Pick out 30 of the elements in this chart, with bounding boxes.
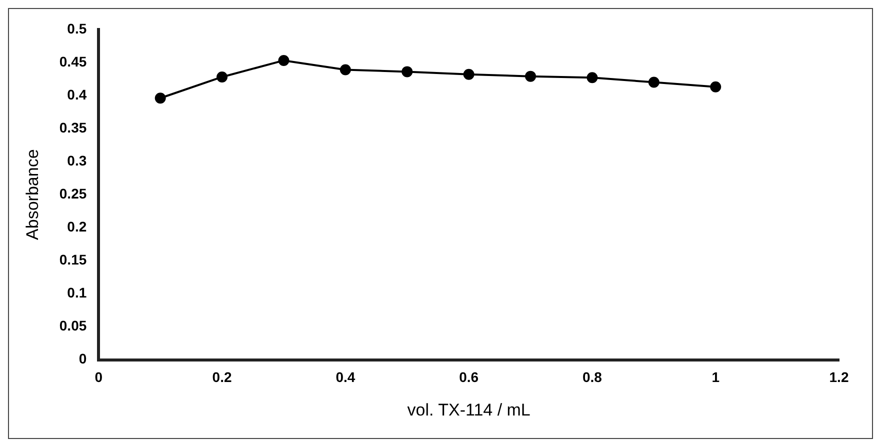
y-tick-label: 0.15 — [59, 252, 87, 268]
point — [463, 68, 474, 80]
x-tick-label: 0.6 — [459, 369, 479, 386]
point — [154, 92, 166, 104]
point — [586, 72, 598, 84]
y-tick-label: 0.2 — [67, 218, 87, 234]
x-tick-label: 0 — [94, 369, 103, 386]
x-tick-label: 1.2 — [829, 369, 849, 386]
point — [216, 71, 228, 82]
point — [340, 64, 351, 76]
x-tick-label: 0.2 — [212, 369, 232, 386]
y-tick-label: 0.3 — [67, 152, 87, 168]
y-axis-title: Absorbance — [22, 149, 42, 240]
y-tick-label: 0.45 — [59, 53, 87, 70]
y-tick-label: 0.5 — [67, 20, 87, 36]
y-tick-label: 0.1 — [67, 284, 87, 301]
x-tick-label: 0.4 — [336, 369, 356, 386]
point — [402, 66, 413, 78]
point — [278, 54, 290, 66]
y-tick-label: 0 — [78, 350, 87, 367]
x-tick-label: 0.8 — [582, 369, 602, 386]
point — [525, 70, 536, 82]
point — [710, 81, 722, 92]
y-tick-label: 0.35 — [59, 119, 87, 136]
y-tick-label: 0.4 — [67, 86, 87, 102]
y-tick-label: 0.25 — [59, 185, 87, 202]
x-tick-label: 1 — [712, 369, 720, 386]
x-axis-title: vol. TX-114 / mL — [407, 400, 530, 420]
point — [648, 76, 660, 88]
y-tick-label: 0.05 — [59, 318, 87, 334]
